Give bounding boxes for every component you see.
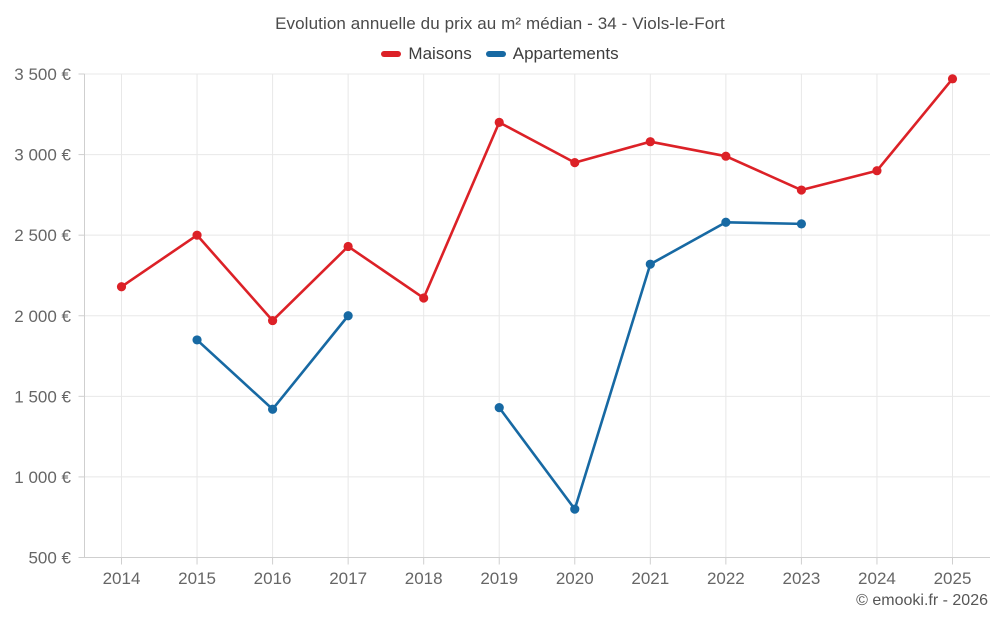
y-tick-label-3500: 3 500 € [14, 65, 71, 84]
series-appartements [192, 217, 807, 514]
data-point-maisons-2018[interactable] [419, 293, 429, 303]
legend-label-maisons: Maisons [408, 44, 472, 63]
data-point-appartements-2022[interactable] [721, 217, 731, 227]
x-tick-label-2016: 2016 [254, 569, 292, 588]
series-maisons [116, 74, 958, 326]
legend-label-appartements: Appartements [512, 44, 619, 63]
chart-title: Evolution annuelle du prix au m² médian … [275, 14, 725, 33]
data-point-appartements-2019[interactable] [494, 403, 504, 413]
legend-swatch-appartements-icon [485, 51, 506, 57]
y-tick-label-1500: 1 500 € [14, 387, 71, 406]
x-tick-label-2020: 2020 [556, 569, 594, 588]
chart-legend: Maisons Appartements [0, 44, 1000, 64]
series-maisons-line [120, 77, 954, 322]
data-point-maisons-2021[interactable] [645, 137, 655, 147]
data-point-maisons-2023[interactable] [796, 185, 807, 195]
axis-labels: 2014 2015 2016 2017 2018 2019 2020 2021 2022 2023… [14, 65, 971, 588]
legend-swatch-maisons-icon [381, 51, 402, 57]
y-tick-label-500: 500 € [28, 549, 71, 568]
data-point-maisons-2025[interactable] [947, 74, 958, 84]
x-tick-label-2023: 2023 [782, 569, 820, 588]
y-tick-label-1000: 1 000 € [14, 468, 71, 487]
data-point-maisons-2015[interactable] [192, 230, 202, 240]
x-tick-label-2017: 2017 [329, 569, 367, 588]
legend-item-appartements[interactable]: Appartements [485, 44, 619, 64]
data-point-appartements-2017[interactable] [343, 311, 353, 321]
x-tick-label-2015: 2015 [178, 569, 216, 588]
data-point-appartements-2016[interactable] [267, 404, 278, 414]
data-point-appartements-2020[interactable] [570, 504, 580, 514]
x-tick-label-2018: 2018 [405, 569, 443, 588]
axes [78, 73, 990, 565]
copyright: © emooki.fr - 2026 [856, 592, 988, 609]
gridlines [84, 73, 990, 558]
data-point-maisons-2016[interactable] [267, 315, 278, 326]
x-tick-label-2022: 2022 [707, 569, 745, 588]
data-point-appartements-2015[interactable] [192, 335, 202, 345]
x-tick-label-2024: 2024 [858, 569, 896, 588]
y-tick-label-3000: 3 000 € [14, 146, 71, 165]
data-point-maisons-2019[interactable] [494, 117, 504, 127]
data-point-maisons-2017[interactable] [343, 241, 353, 252]
legend-item-maisons[interactable]: Maisons [381, 44, 472, 64]
data-point-appartements-2023[interactable] [796, 219, 807, 229]
data-point-maisons-2024[interactable] [872, 166, 882, 176]
data-point-maisons-2020[interactable] [570, 158, 580, 168]
data-point-maisons-2022[interactable] [721, 151, 731, 161]
data-point-maisons-2014[interactable] [116, 282, 127, 292]
y-tick-label-2500: 2 500 € [14, 226, 71, 245]
data-point-appartements-2021[interactable] [645, 259, 655, 269]
x-tick-label-2014: 2014 [103, 569, 141, 588]
x-tick-label-2019: 2019 [480, 569, 518, 588]
y-tick-label-2000: 2 000 € [14, 307, 71, 326]
x-tick-label-2025: 2025 [934, 569, 972, 588]
x-tick-label-2021: 2021 [631, 569, 669, 588]
